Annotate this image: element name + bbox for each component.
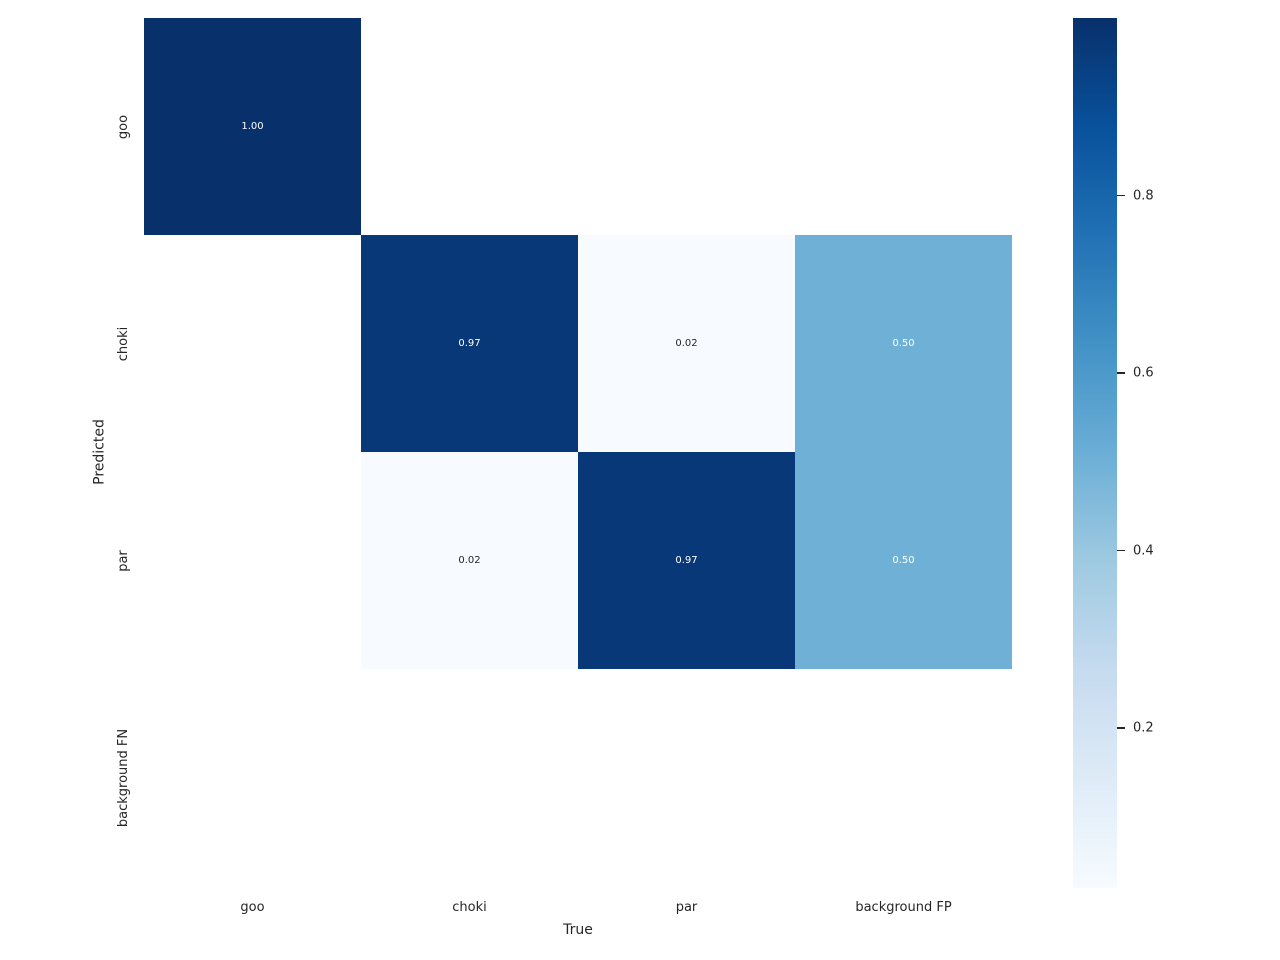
heatmap-cell: 1.00 [144, 18, 361, 235]
x-tick-label: choki [452, 900, 487, 915]
cell-value: 0.97 [675, 554, 698, 566]
heatmap-cell: 0.50 [795, 452, 1012, 669]
x-tick-label: goo [240, 900, 265, 915]
heatmap-cell: 0.50 [795, 235, 1012, 452]
cell-value: 0.02 [675, 337, 698, 349]
heatmap-cell: 0.97 [578, 452, 795, 669]
x-tick-label: par [675, 900, 698, 915]
y-axis-label: Predicted [91, 419, 108, 485]
cell-value: 0.02 [458, 554, 481, 566]
x-axis-label: True [563, 922, 593, 938]
colorbar-tick-mark [1117, 194, 1125, 197]
y-tick-label: choki [116, 326, 132, 361]
heatmap-cell: 0.97 [361, 235, 578, 452]
cell-value: 0.50 [892, 337, 915, 349]
colorbar-tick-label: 0.2 [1133, 720, 1154, 736]
colorbar-tick-mark [1117, 727, 1125, 729]
colorbar-tick-mark [1117, 549, 1125, 552]
x-tick-label: background FP [855, 900, 952, 915]
y-tick-label: background FN [116, 728, 132, 827]
heatmap-cell: 0.02 [361, 452, 578, 669]
heatmap-grid: 1.00 0.97 0.02 0.50 0.02 0.97 0.50 [144, 18, 1012, 886]
colorbar [1073, 18, 1117, 888]
colorbar-tick-mark [1117, 372, 1125, 374]
y-tick-label: par [116, 549, 132, 572]
y-tick-label: goo [116, 114, 132, 139]
colorbar-tick-label: 0.8 [1133, 188, 1154, 204]
cell-value: 0.50 [892, 554, 915, 566]
cell-value: 1.00 [241, 120, 264, 132]
colorbar-tick-label: 0.6 [1133, 365, 1154, 381]
cell-value: 0.97 [458, 337, 481, 349]
heatmap-cell: 0.02 [578, 235, 795, 452]
colorbar-tick-label: 0.4 [1133, 543, 1154, 559]
